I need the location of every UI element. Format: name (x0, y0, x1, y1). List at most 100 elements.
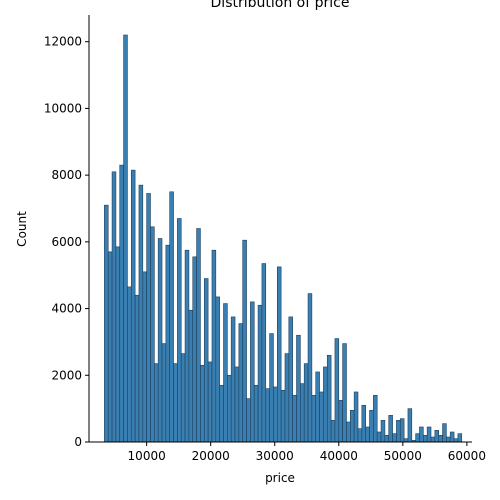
histogram-bar (211, 249, 217, 443)
histogram-bar (230, 316, 236, 443)
histogram-bar (234, 366, 240, 443)
histogram-bar (453, 438, 459, 443)
y-axis-ticks: 0 2000 4000 6000 8000 10000 12000 (44, 35, 89, 449)
histogram-bar (184, 249, 190, 443)
histogram-bar (365, 426, 370, 443)
histogram-bar (207, 361, 213, 443)
histogram-bar (319, 391, 324, 443)
y-tick-label: 2000 (51, 368, 82, 382)
histogram-bar (134, 294, 140, 443)
histogram-bar (165, 244, 171, 443)
histogram-bar (438, 435, 443, 443)
histogram-bar (200, 364, 205, 443)
histogram-bar (196, 228, 201, 443)
histogram-bar (280, 389, 286, 443)
histogram-bar (284, 353, 290, 443)
histogram-bar (115, 246, 121, 443)
histogram-bar (173, 363, 178, 443)
y-axis-label: Count (15, 211, 29, 247)
histogram-bar (442, 423, 447, 443)
histogram-bar (223, 303, 228, 443)
histogram-bar (350, 410, 355, 443)
histogram-bar (273, 386, 278, 443)
histogram-bar (161, 343, 167, 443)
histogram-bar (407, 408, 413, 443)
histogram-bar (457, 433, 463, 443)
bars-group (104, 34, 463, 443)
y-tick-label: 12000 (44, 35, 82, 49)
histogram-bar (188, 309, 194, 443)
histogram-bar (315, 371, 320, 443)
histogram-bar (157, 238, 163, 443)
histogram-bar (138, 184, 144, 443)
histogram-bar (296, 334, 301, 443)
histogram-bar (177, 218, 182, 443)
histogram-bar (219, 384, 224, 443)
x-tick-label: 20000 (192, 449, 230, 463)
histogram-bar (380, 420, 386, 443)
x-axis-ticks: 10000 20000 30000 40000 50000 60000 (128, 442, 486, 463)
histogram-bar (399, 418, 405, 443)
chart-title: Distribution of price (211, 0, 350, 11)
histogram-bar (338, 399, 343, 443)
histogram-bar (154, 363, 159, 443)
histogram-bar (426, 426, 432, 443)
histogram-bar (346, 421, 351, 443)
histogram-bar (307, 293, 313, 443)
histogram-bar (434, 430, 439, 443)
y-tick-label: 0 (74, 435, 82, 449)
histogram-bar (423, 435, 428, 443)
histogram-bar (261, 263, 267, 443)
histogram-bar (107, 251, 113, 443)
histogram-bar (127, 286, 132, 443)
histogram-bar (238, 323, 244, 443)
histogram-bar (373, 394, 378, 443)
histogram-bar (361, 404, 366, 443)
histogram-bar (227, 374, 232, 443)
histogram-bar (330, 420, 336, 443)
histogram-bar (269, 333, 274, 443)
histogram-bar (142, 271, 147, 443)
x-tick-label: 60000 (448, 449, 486, 463)
histogram-bar (180, 353, 186, 443)
histogram-bar (449, 431, 455, 443)
histogram-bar (250, 301, 255, 443)
histogram-bar (104, 204, 109, 443)
histogram-bar (253, 384, 259, 443)
histogram-bar (369, 410, 374, 443)
histogram-bar (123, 34, 128, 443)
histogram-bar (265, 388, 270, 443)
x-tick-label: 50000 (384, 449, 422, 463)
histogram-bar (215, 296, 220, 443)
x-axis-label: price (265, 471, 295, 485)
histogram-bar (303, 363, 309, 443)
y-tick-label: 10000 (44, 101, 82, 115)
histogram-bar (392, 433, 397, 443)
histogram-bar (396, 420, 401, 443)
histogram-bar (288, 316, 293, 443)
histogram-bar (311, 394, 317, 443)
histogram-bar (384, 435, 390, 443)
x-tick-label: 10000 (128, 449, 166, 463)
histogram-bar (111, 171, 117, 443)
y-tick-label: 8000 (51, 168, 82, 182)
histogram-bar (357, 428, 363, 443)
histogram-bar (446, 436, 451, 443)
histogram-bar (203, 278, 209, 443)
histogram-bar (150, 226, 155, 443)
histogram-bar (353, 391, 359, 443)
histogram-bar (342, 343, 347, 443)
y-tick-label: 6000 (51, 235, 82, 249)
histogram-bar (403, 438, 409, 443)
histogram-bar (334, 338, 340, 443)
histogram-bar (242, 239, 247, 443)
histogram-bar (119, 164, 124, 443)
histogram-bar (376, 431, 382, 443)
histogram-bar (419, 426, 424, 443)
histogram-bar (246, 398, 251, 443)
histogram-bar (300, 383, 305, 443)
y-tick-label: 4000 (51, 302, 82, 316)
histogram-bar (415, 433, 420, 443)
